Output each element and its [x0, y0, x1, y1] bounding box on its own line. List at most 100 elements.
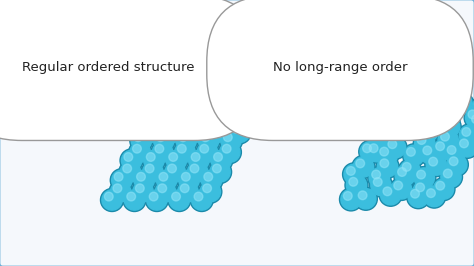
- Circle shape: [109, 180, 132, 203]
- Circle shape: [130, 129, 153, 152]
- Circle shape: [395, 165, 415, 186]
- Circle shape: [398, 168, 406, 176]
- Circle shape: [465, 108, 474, 128]
- Circle shape: [147, 190, 167, 210]
- Circle shape: [394, 164, 417, 187]
- Circle shape: [443, 142, 466, 165]
- Circle shape: [407, 147, 415, 156]
- Circle shape: [211, 113, 219, 122]
- Circle shape: [402, 163, 411, 171]
- Circle shape: [178, 169, 201, 192]
- Circle shape: [199, 180, 222, 203]
- Circle shape: [185, 122, 205, 143]
- Circle shape: [383, 103, 392, 111]
- Text: amorphous: amorphous: [237, 13, 338, 27]
- Circle shape: [201, 170, 221, 190]
- Circle shape: [396, 113, 417, 133]
- Circle shape: [174, 105, 183, 114]
- Circle shape: [128, 141, 152, 164]
- Circle shape: [419, 142, 442, 165]
- Circle shape: [149, 192, 158, 201]
- Circle shape: [442, 119, 451, 128]
- Circle shape: [344, 164, 364, 185]
- Circle shape: [209, 160, 232, 184]
- Circle shape: [414, 168, 435, 188]
- Circle shape: [223, 133, 232, 142]
- Circle shape: [365, 140, 388, 163]
- Circle shape: [121, 150, 142, 171]
- Circle shape: [159, 172, 168, 181]
- Circle shape: [409, 102, 418, 111]
- Circle shape: [133, 169, 155, 192]
- Circle shape: [344, 192, 352, 200]
- Circle shape: [416, 183, 425, 192]
- Circle shape: [161, 121, 184, 144]
- Circle shape: [216, 101, 238, 124]
- Circle shape: [395, 111, 418, 135]
- Circle shape: [413, 167, 436, 189]
- Circle shape: [114, 172, 123, 181]
- Circle shape: [387, 126, 395, 135]
- Circle shape: [143, 149, 165, 172]
- Circle shape: [457, 137, 474, 157]
- Circle shape: [424, 186, 444, 207]
- Circle shape: [369, 126, 392, 149]
- Text: No long-range order: No long-range order: [273, 61, 407, 74]
- Circle shape: [352, 155, 375, 178]
- Circle shape: [133, 182, 153, 202]
- Circle shape: [231, 111, 251, 131]
- Circle shape: [434, 98, 455, 118]
- Circle shape: [429, 157, 438, 166]
- Circle shape: [152, 129, 175, 152]
- Circle shape: [377, 120, 397, 140]
- Circle shape: [369, 168, 390, 188]
- Circle shape: [110, 182, 131, 202]
- Circle shape: [123, 164, 132, 173]
- Circle shape: [166, 150, 187, 171]
- Circle shape: [162, 109, 185, 132]
- Circle shape: [402, 108, 410, 117]
- Circle shape: [140, 122, 160, 143]
- Circle shape: [439, 108, 459, 128]
- Circle shape: [417, 170, 426, 179]
- Circle shape: [143, 162, 163, 182]
- Circle shape: [369, 174, 392, 197]
- Circle shape: [155, 169, 178, 192]
- Circle shape: [460, 139, 468, 148]
- Circle shape: [169, 190, 190, 210]
- Circle shape: [420, 144, 441, 164]
- Circle shape: [136, 184, 144, 193]
- Circle shape: [180, 184, 189, 193]
- Circle shape: [123, 189, 146, 211]
- Circle shape: [175, 129, 198, 152]
- Circle shape: [151, 141, 174, 164]
- Circle shape: [471, 96, 474, 119]
- Circle shape: [127, 192, 136, 201]
- Circle shape: [464, 106, 474, 129]
- Circle shape: [415, 133, 435, 153]
- Circle shape: [418, 121, 438, 142]
- Circle shape: [197, 105, 206, 114]
- Circle shape: [141, 160, 164, 184]
- Circle shape: [165, 149, 188, 172]
- Circle shape: [193, 101, 216, 124]
- Circle shape: [406, 100, 427, 120]
- Circle shape: [388, 140, 397, 149]
- Circle shape: [436, 181, 445, 190]
- Circle shape: [441, 167, 461, 187]
- Circle shape: [376, 144, 399, 167]
- Circle shape: [124, 190, 145, 210]
- Circle shape: [152, 105, 161, 114]
- Circle shape: [371, 127, 391, 148]
- Circle shape: [171, 101, 194, 124]
- Circle shape: [439, 117, 460, 137]
- Text: •: •: [14, 10, 27, 30]
- Circle shape: [134, 133, 143, 142]
- Circle shape: [197, 142, 218, 162]
- Circle shape: [154, 131, 174, 151]
- Circle shape: [359, 140, 382, 163]
- Circle shape: [182, 172, 190, 181]
- Circle shape: [438, 130, 458, 150]
- Circle shape: [450, 92, 474, 115]
- Circle shape: [200, 144, 209, 153]
